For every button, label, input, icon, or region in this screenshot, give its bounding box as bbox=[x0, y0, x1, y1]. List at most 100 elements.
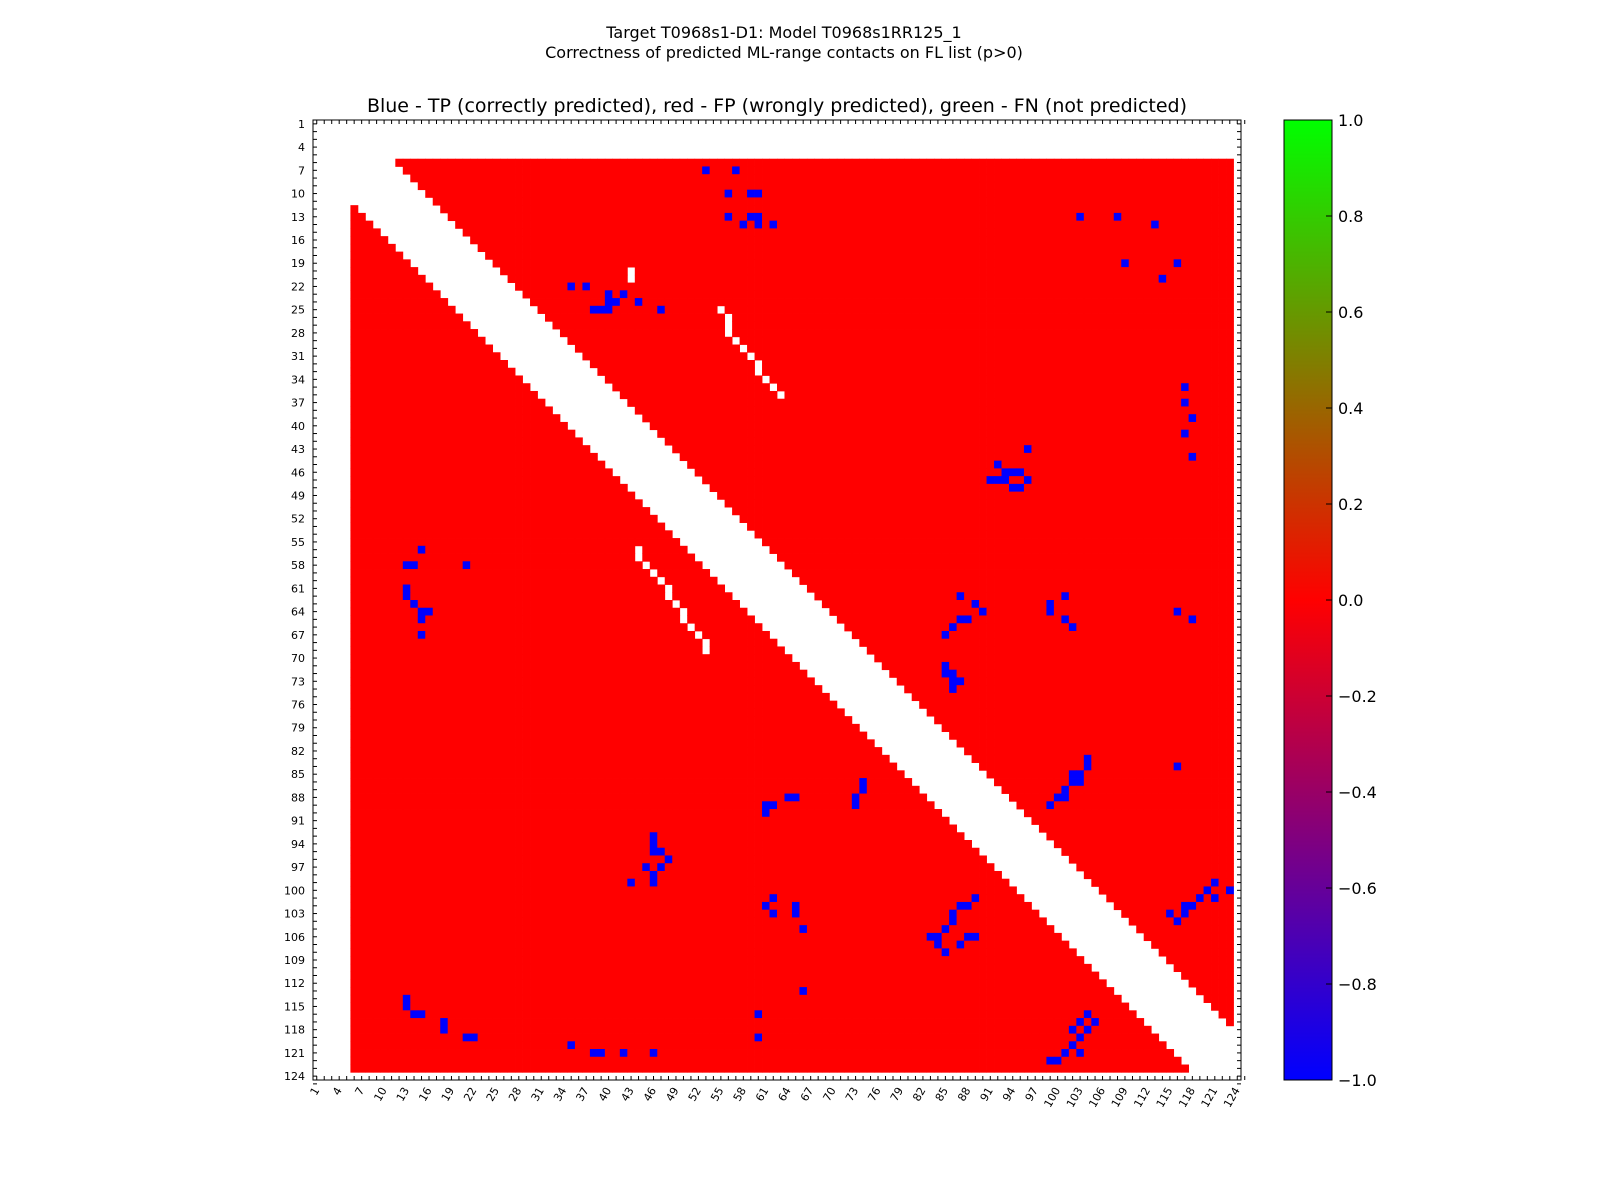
cell-fp bbox=[1166, 390, 1175, 400]
cell-fp bbox=[365, 282, 374, 291]
cell-fp bbox=[1158, 398, 1167, 407]
cell-fp bbox=[1203, 383, 1212, 392]
cell-fp bbox=[552, 460, 561, 469]
cell-fp bbox=[859, 398, 868, 407]
cell-fp bbox=[1136, 158, 1145, 167]
cell-tp bbox=[754, 189, 763, 198]
cell-fp bbox=[657, 360, 666, 369]
cell-fp bbox=[1211, 499, 1219, 508]
cell-fp bbox=[567, 445, 576, 454]
cell-fp bbox=[1173, 158, 1182, 167]
cell-fp bbox=[455, 220, 464, 229]
cell-fp bbox=[1121, 329, 1130, 338]
cell-fp bbox=[1188, 476, 1197, 485]
cell-fp bbox=[1001, 212, 1010, 222]
cell-fp bbox=[1166, 228, 1175, 237]
cell-fp bbox=[1076, 259, 1085, 268]
cell-fp bbox=[964, 305, 972, 314]
cell-fp bbox=[1188, 212, 1197, 222]
cell-fp bbox=[881, 313, 890, 322]
cell-fp bbox=[1023, 197, 1032, 206]
cell-fp bbox=[612, 251, 621, 260]
cell-fp bbox=[582, 243, 591, 253]
cell-fp bbox=[934, 321, 943, 330]
cell-fp bbox=[350, 507, 359, 516]
cell-fp bbox=[821, 236, 830, 245]
cell-fp bbox=[567, 329, 576, 338]
cell-fp bbox=[1053, 181, 1062, 191]
cell-fp bbox=[395, 452, 404, 462]
cell-fp bbox=[597, 274, 606, 283]
cell-fp bbox=[1038, 452, 1047, 462]
cell-fp bbox=[402, 298, 411, 307]
cell-fp bbox=[971, 290, 980, 299]
cell-fp bbox=[1016, 491, 1025, 500]
cell-fp bbox=[791, 398, 800, 407]
cell-fp bbox=[762, 305, 770, 314]
cell-fp bbox=[395, 499, 404, 508]
cell-fp bbox=[1173, 228, 1182, 237]
cell-fp bbox=[395, 421, 404, 431]
cell-fp bbox=[1226, 282, 1234, 291]
cell-fp bbox=[597, 360, 606, 369]
cell-fp bbox=[462, 414, 471, 423]
cell-fp bbox=[1068, 344, 1077, 353]
cell-fp bbox=[926, 406, 935, 415]
cell-fp bbox=[537, 414, 546, 423]
cell-fp bbox=[791, 329, 800, 338]
cell-fp bbox=[702, 329, 711, 338]
cell-fp bbox=[881, 212, 890, 222]
cell-fp bbox=[515, 468, 523, 477]
cell-fp bbox=[1098, 305, 1107, 314]
cell-fp bbox=[956, 189, 965, 198]
cell-fp bbox=[911, 499, 920, 508]
cell-fp bbox=[627, 243, 636, 253]
cell-fp bbox=[649, 329, 658, 338]
cell-fp bbox=[1151, 367, 1160, 376]
cell-fp bbox=[964, 274, 972, 283]
cell-fp bbox=[874, 189, 883, 198]
cell-fp bbox=[1218, 305, 1227, 314]
cell-fp bbox=[515, 174, 523, 183]
cell-fp bbox=[612, 236, 621, 245]
cell-fp bbox=[1091, 166, 1100, 175]
cell-fp bbox=[717, 166, 726, 175]
cell-fp bbox=[859, 383, 868, 392]
cell-fp bbox=[986, 336, 995, 345]
cell-fp bbox=[979, 445, 987, 454]
cell-fp bbox=[874, 491, 883, 500]
cell-fp bbox=[904, 352, 913, 361]
cell-fp bbox=[881, 259, 890, 268]
cell-fp bbox=[485, 437, 494, 446]
cell-fp bbox=[1009, 344, 1017, 353]
cell-fp bbox=[1106, 274, 1115, 283]
cell-fp bbox=[739, 429, 748, 438]
cell-fp bbox=[926, 174, 935, 183]
cell-fp bbox=[777, 205, 785, 214]
cell-fp bbox=[934, 460, 943, 469]
cell-fp bbox=[1023, 205, 1032, 214]
cell-fp bbox=[754, 290, 763, 299]
cell-fp bbox=[410, 476, 419, 485]
cell-fp bbox=[836, 189, 845, 198]
cell-fp bbox=[410, 375, 419, 384]
cell-fp bbox=[784, 352, 793, 361]
cell-fp bbox=[874, 514, 883, 523]
cell-fp bbox=[425, 313, 434, 322]
cell-fp bbox=[634, 197, 643, 206]
cell-fp bbox=[1016, 267, 1025, 276]
cell-fp bbox=[440, 499, 449, 508]
cell-fp bbox=[402, 158, 411, 167]
cell-fp bbox=[672, 282, 681, 291]
cell-fp bbox=[1068, 476, 1077, 485]
cell-fp bbox=[447, 166, 456, 175]
cell-fp bbox=[1203, 243, 1212, 253]
cell-fp bbox=[866, 228, 875, 237]
cell-fp bbox=[1158, 329, 1167, 338]
cell-fp bbox=[507, 189, 516, 198]
cell-fp bbox=[1226, 499, 1234, 508]
cell-fp bbox=[1106, 174, 1115, 183]
cell-tp bbox=[604, 298, 613, 307]
cell-fp bbox=[911, 220, 920, 229]
cell-fp bbox=[866, 383, 875, 392]
